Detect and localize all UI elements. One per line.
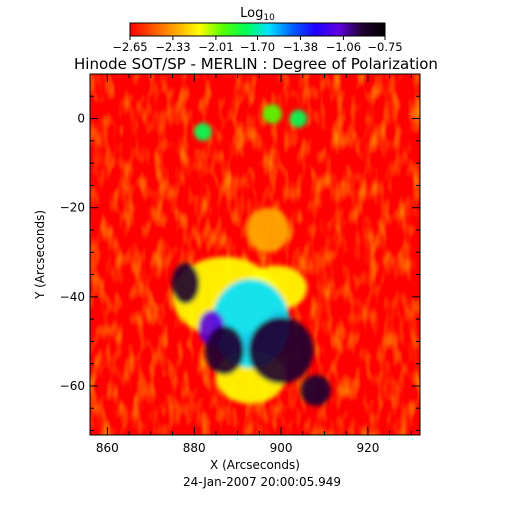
y-tick-label: −20 — [60, 201, 85, 215]
heatmap-features — [171, 104, 331, 407]
colorbar-tick-label: −1.38 — [283, 40, 318, 54]
x-tick-label: 880 — [183, 441, 206, 455]
y-axis: 0 −20 −40 −60 — [60, 73, 420, 432]
x-tick-label: 860 — [96, 441, 119, 455]
y-tick-label: 0 — [77, 112, 85, 126]
polarization-region — [171, 262, 200, 304]
polarization-region — [289, 109, 308, 128]
polarization-region — [246, 207, 290, 253]
colorbar — [129, 22, 386, 37]
plot-area — [90, 74, 420, 435]
colorbar-tick-label: −1.70 — [240, 40, 275, 54]
x-axis: 860 880 900 920 — [96, 74, 412, 455]
colorbar-tick-label: −2.01 — [198, 40, 233, 54]
y-tick-label: −60 — [60, 379, 85, 393]
polarization-region — [205, 325, 245, 375]
polarization-region — [262, 104, 282, 124]
colorbar-tick-label: −0.75 — [367, 40, 402, 54]
plot-frame — [89, 73, 421, 436]
colorbar-tick-label: −2.65 — [112, 40, 147, 54]
colorbar-title: Log10 — [240, 6, 275, 23]
x-tick-label: 900 — [270, 441, 293, 455]
colorbar-title-sub: 10 — [263, 13, 275, 23]
colorbar-title-main: Log — [240, 6, 263, 21]
colorbar-ticks: −2.65 −2.33 −2.01 −1.70 −1.38 −1.06 −0.75 — [112, 36, 403, 54]
colorbar-tick-label: −1.06 — [326, 40, 361, 54]
y-axis-label: Y (Arcseconds) — [33, 210, 47, 300]
chart-title: Hinode SOT/SP - MERLIN : Degree of Polar… — [74, 55, 438, 73]
x-axis-label: X (Arcseconds) — [210, 458, 300, 472]
polarization-region — [194, 123, 212, 141]
polarization-region — [300, 374, 331, 407]
x-tick-label: 920 — [356, 441, 379, 455]
polarization-region — [248, 316, 314, 384]
timestamp-footer: 24-Jan-2007 20:00:05.949 — [183, 475, 341, 489]
y-tick-label: −40 — [60, 290, 85, 304]
colorbar-tick-label: −2.33 — [155, 40, 190, 54]
